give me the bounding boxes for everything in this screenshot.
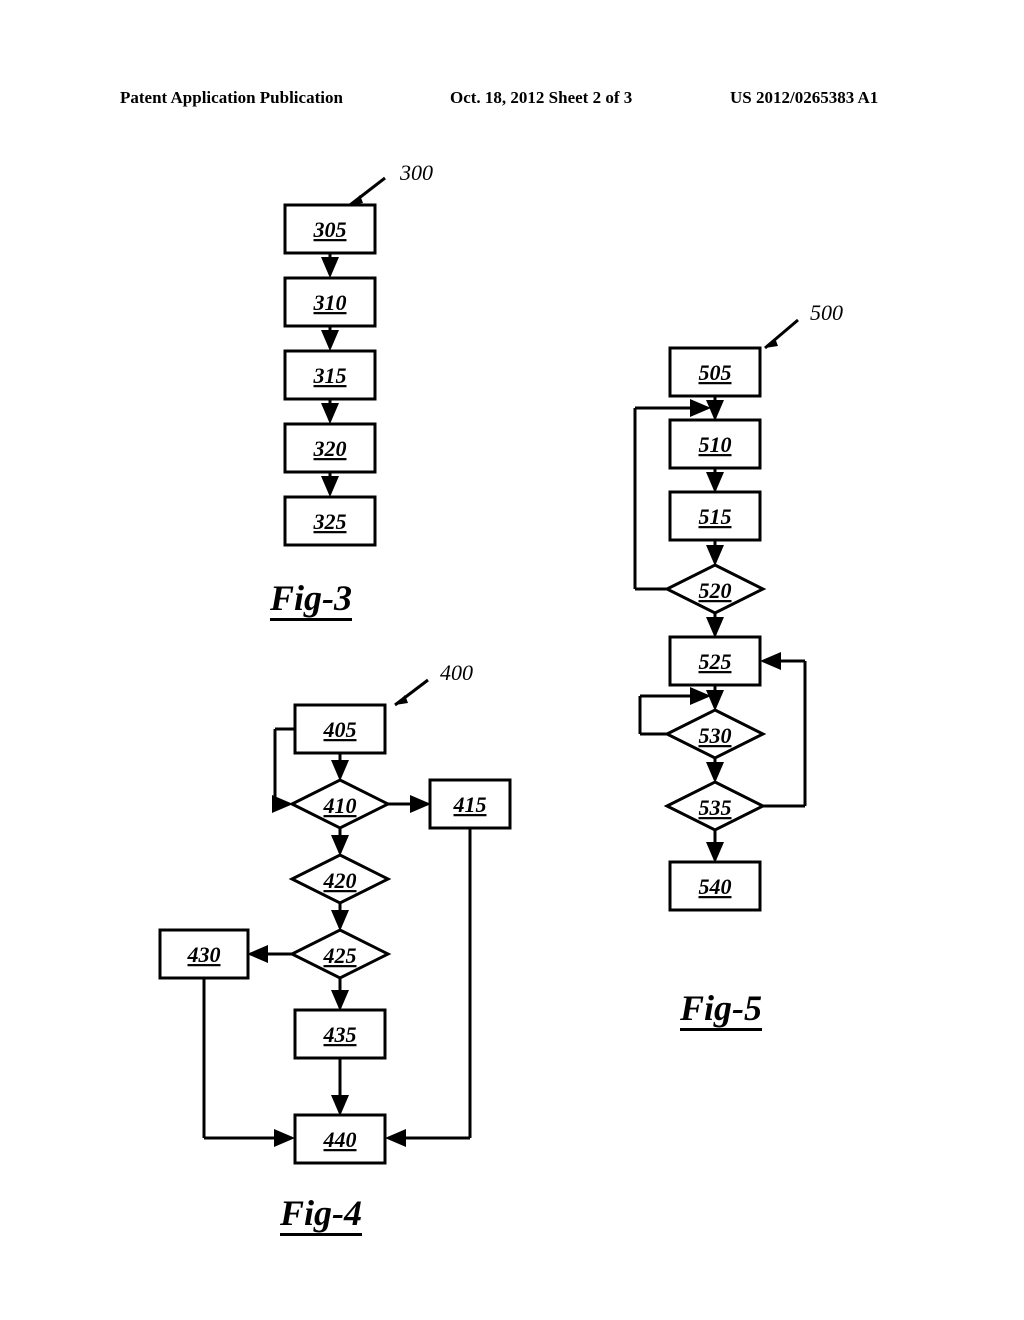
svg-text:315: 315 — [313, 363, 347, 388]
fig5-node-515: 515 — [670, 492, 760, 540]
fig4-node-430: 430 — [160, 930, 248, 978]
svg-text:525: 525 — [699, 649, 732, 674]
svg-text:535: 535 — [699, 795, 732, 820]
svg-text:510: 510 — [699, 432, 732, 457]
fig5-node-510: 510 — [670, 420, 760, 468]
fig3-ref: 300 — [399, 160, 433, 185]
svg-text:520: 520 — [699, 578, 732, 603]
svg-text:410: 410 — [323, 793, 357, 818]
fig5-node-535: 535 — [667, 782, 763, 830]
figure-3: 300 305 310 315 320 325 — [230, 150, 530, 600]
fig5-ref: 500 — [810, 300, 843, 325]
fig4-node-405: 405 — [295, 705, 385, 753]
fig5-label: Fig-5 — [680, 990, 762, 1031]
fig4-node-410: 410 — [292, 780, 388, 828]
svg-text:530: 530 — [699, 723, 732, 748]
fig3-node-310: 310 — [285, 278, 375, 326]
svg-text:325: 325 — [313, 509, 347, 534]
fig4-node-415: 415 — [430, 780, 510, 828]
fig5-node-540: 540 — [670, 862, 760, 910]
fig5-node-530: 530 — [667, 710, 763, 758]
fig5-node-520: 520 — [667, 565, 763, 613]
svg-text:515: 515 — [699, 504, 732, 529]
header-right: US 2012/0265383 A1 — [730, 88, 878, 108]
svg-text:430: 430 — [187, 942, 221, 967]
fig3-node-315: 315 — [285, 351, 375, 399]
svg-text:405: 405 — [323, 717, 357, 742]
svg-text:305: 305 — [313, 217, 347, 242]
svg-text:540: 540 — [699, 874, 732, 899]
fig3-node-320: 320 — [285, 424, 375, 472]
svg-text:425: 425 — [323, 943, 357, 968]
header-center: Oct. 18, 2012 Sheet 2 of 3 — [450, 88, 632, 108]
fig5-node-505: 505 — [670, 348, 760, 396]
svg-text:505: 505 — [699, 360, 732, 385]
fig3-node-325: 325 — [285, 497, 375, 545]
fig4-node-420: 420 — [292, 855, 388, 903]
fig4-node-440: 440 — [295, 1115, 385, 1163]
svg-text:320: 320 — [313, 436, 347, 461]
fig5-node-525: 525 — [670, 637, 760, 685]
svg-text:415: 415 — [453, 792, 487, 817]
figure-4: 400 405 410 415 420 425 430 — [130, 660, 550, 1190]
fig4-node-435: 435 — [295, 1010, 385, 1058]
svg-text:420: 420 — [323, 868, 357, 893]
svg-text:310: 310 — [313, 290, 347, 315]
fig4-node-425: 425 — [292, 930, 388, 978]
svg-text:440: 440 — [323, 1127, 357, 1152]
fig4-ref: 400 — [440, 660, 473, 685]
svg-text:435: 435 — [323, 1022, 357, 1047]
header-left: Patent Application Publication — [120, 88, 343, 108]
fig3-label: Fig-3 — [270, 580, 352, 621]
figure-5: 500 505 510 515 520 525 530 535 — [580, 300, 900, 970]
fig3-node-305: 305 — [285, 205, 375, 253]
fig4-label: Fig-4 — [280, 1195, 362, 1236]
